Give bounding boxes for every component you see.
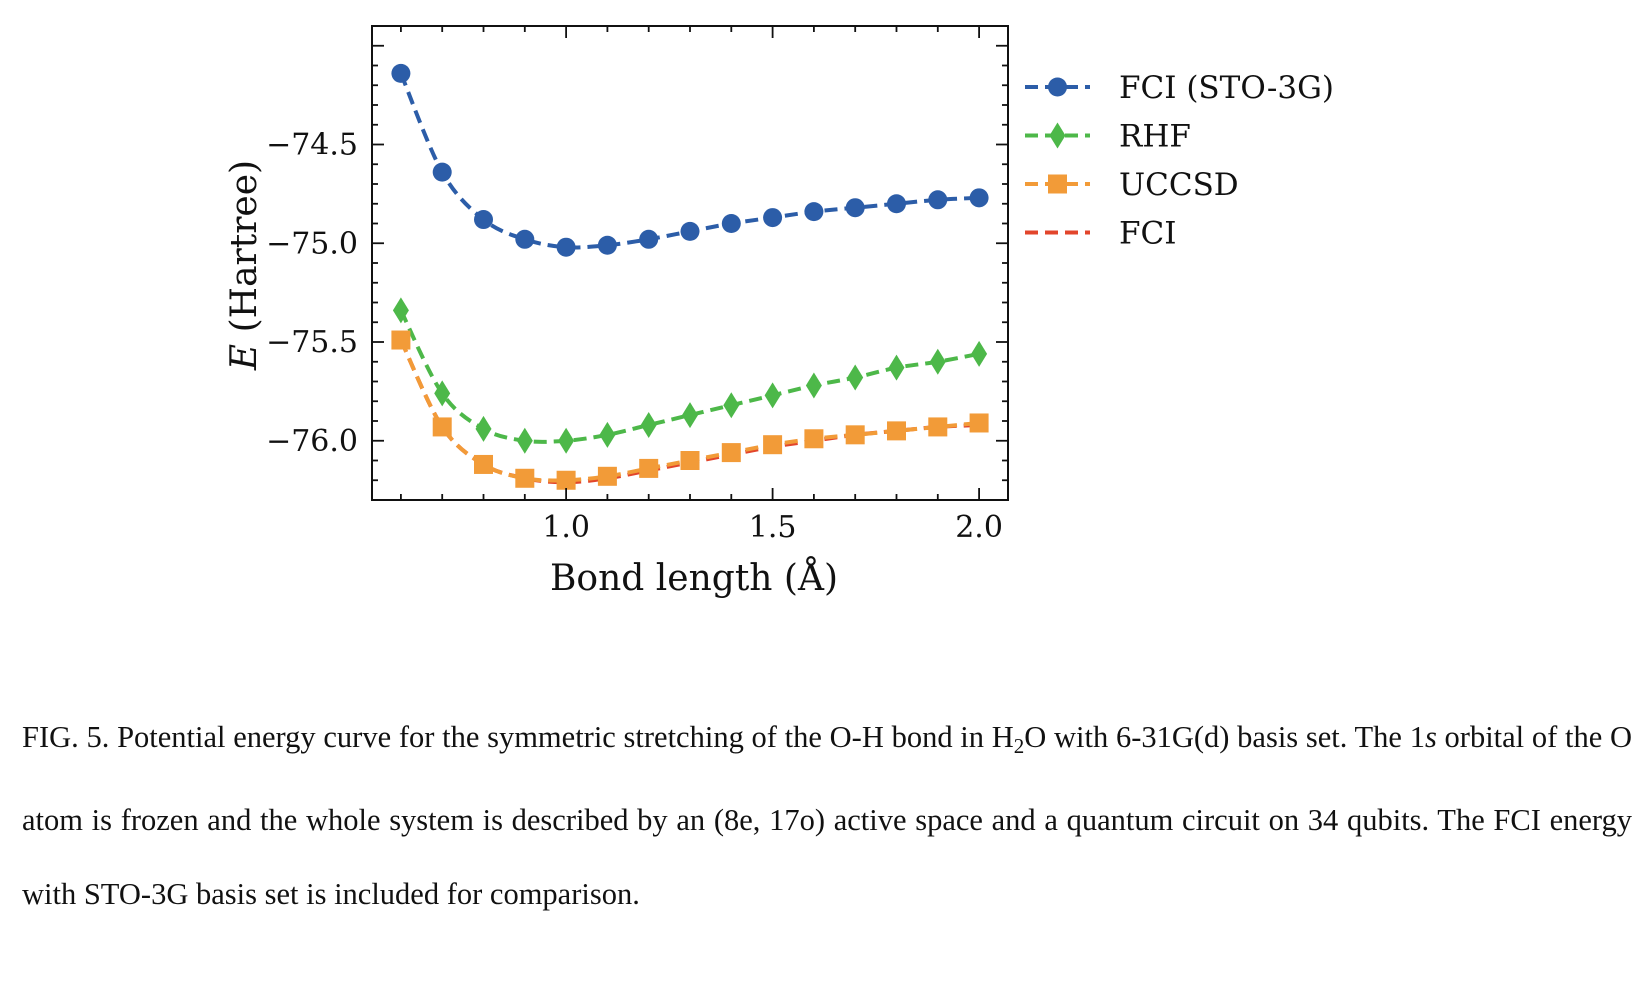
- fci-sto-3g-point-11: [804, 202, 824, 222]
- x-tick-label: 1.0: [542, 510, 590, 545]
- rhf-point-5: [558, 427, 575, 454]
- legend-label-uccsd: UCCSD: [1119, 167, 1239, 203]
- x-tick-label: 2.0: [955, 510, 1003, 545]
- fci-sto-3g-point-8: [680, 221, 700, 241]
- legend-item-uccsd: UCCSD: [1025, 167, 1239, 203]
- rhf-point-10: [764, 382, 781, 409]
- fci-sto-3g-point-3: [474, 210, 494, 230]
- rhf-point-15: [971, 340, 988, 367]
- rhf-point-6: [599, 421, 616, 448]
- axes: 1.0 1.5 2.0 −74.5 −75.0 −75.5 −76.0 Bond length…: [224, 25, 1009, 599]
- uccsd-point-4: [515, 468, 535, 488]
- legend-label-fci: FCI: [1119, 216, 1176, 252]
- y-axis-label: E (Hartree): [224, 160, 265, 371]
- caption-part-3: orbital of the O atom is frozen and the …: [22, 720, 1633, 911]
- y-tick-label: −76.0: [266, 424, 358, 459]
- uccsd-point-11: [804, 429, 824, 449]
- rhf-point-1: [392, 297, 409, 324]
- rhf-point-7: [640, 411, 657, 438]
- uccsd-point-9: [721, 443, 741, 463]
- rhf-point-8: [682, 402, 698, 429]
- uccsd-point-15: [969, 413, 989, 433]
- uccsd-point-8: [680, 451, 700, 470]
- legend-item-rhf: RHF: [1025, 119, 1191, 155]
- y-tick-label: −75.0: [266, 226, 358, 261]
- uccsd-point-10: [763, 435, 783, 455]
- fci-sto-3g-point-13: [886, 194, 906, 214]
- uccsd-point-6: [597, 466, 617, 486]
- fci-sto-3g-point-14: [928, 190, 948, 210]
- uccsd-point-7: [639, 458, 659, 478]
- fci-sto-3g-point-4: [515, 229, 535, 249]
- figure-caption: FIG. 5. Potential energy curve for the s…: [22, 700, 1632, 931]
- caption-subscript: 2: [1013, 734, 1025, 758]
- legend-marker-rhf: [1049, 122, 1066, 149]
- fci-sto-3g-point-15: [969, 188, 989, 208]
- series-fci-sto-3g: [391, 63, 989, 257]
- uccsd-point-12: [845, 425, 865, 445]
- y-axis-label-unit: (Hartree): [224, 160, 265, 332]
- fci-sto-3g-point-6: [597, 235, 617, 255]
- legend-marker-fci-sto-3g: [1048, 77, 1067, 97]
- rhf-point-12: [847, 364, 864, 391]
- legend-label-rhf: RHF: [1119, 119, 1191, 155]
- uccsd-point-2: [432, 417, 452, 437]
- series-rhf: [392, 297, 988, 454]
- y-tick-label: −74.5: [266, 128, 358, 163]
- caption-italic-s: s: [1424, 720, 1437, 754]
- plot-area: [391, 63, 989, 490]
- fci-sto-3g-point-2: [432, 162, 452, 182]
- legend-item-fci: FCI: [1025, 216, 1176, 252]
- legend-marker-uccsd: [1048, 174, 1067, 194]
- series-uccsd: [391, 330, 989, 490]
- fci-sto-3g-point-7: [639, 229, 659, 249]
- x-axis-label: Bond length (Å): [550, 557, 838, 599]
- fci-sto-3g-point-10: [763, 208, 783, 228]
- rhf-point-4: [516, 427, 533, 454]
- uccsd-point-3: [474, 454, 494, 474]
- fci-sto-3g-point-12: [845, 198, 865, 218]
- rhf-point-3: [475, 415, 492, 442]
- y-tick-label: −75.5: [266, 325, 358, 360]
- uccsd-point-14: [928, 417, 948, 437]
- fci-sto-3g-point-5: [556, 237, 576, 257]
- rhf-point-11: [805, 372, 822, 399]
- fci-sto-3g-point-1: [391, 63, 411, 83]
- y-axis-label-variable: E: [224, 332, 265, 371]
- legend-label-fci-sto-3g: FCI (STO-3G): [1119, 70, 1334, 106]
- uccsd-point-5: [556, 470, 576, 490]
- caption-part-1: FIG. 5. Potential energy curve for the s…: [22, 720, 1014, 754]
- chart: 1.0 1.5 2.0 −74.5 −75.0 −75.5 −76.0 Bond length…: [224, 25, 1334, 599]
- uccsd-point-13: [886, 421, 906, 441]
- x-tick-label: 1.5: [749, 510, 797, 545]
- rhf-point-2: [434, 380, 451, 407]
- rhf-point-13: [888, 354, 905, 381]
- rhf-point-14: [929, 348, 946, 375]
- uccsd-point-1: [391, 330, 411, 350]
- legend-item-fci-sto-3g: FCI (STO-3G): [1025, 70, 1334, 106]
- fci-sto-3g-point-9: [721, 214, 741, 233]
- legend: FCI (STO-3G) RHF UCCSD FCI: [1025, 70, 1334, 252]
- rhf-point-9: [723, 392, 740, 419]
- caption-part-2: O with 6-31G(d) basis set. The 1: [1024, 720, 1425, 754]
